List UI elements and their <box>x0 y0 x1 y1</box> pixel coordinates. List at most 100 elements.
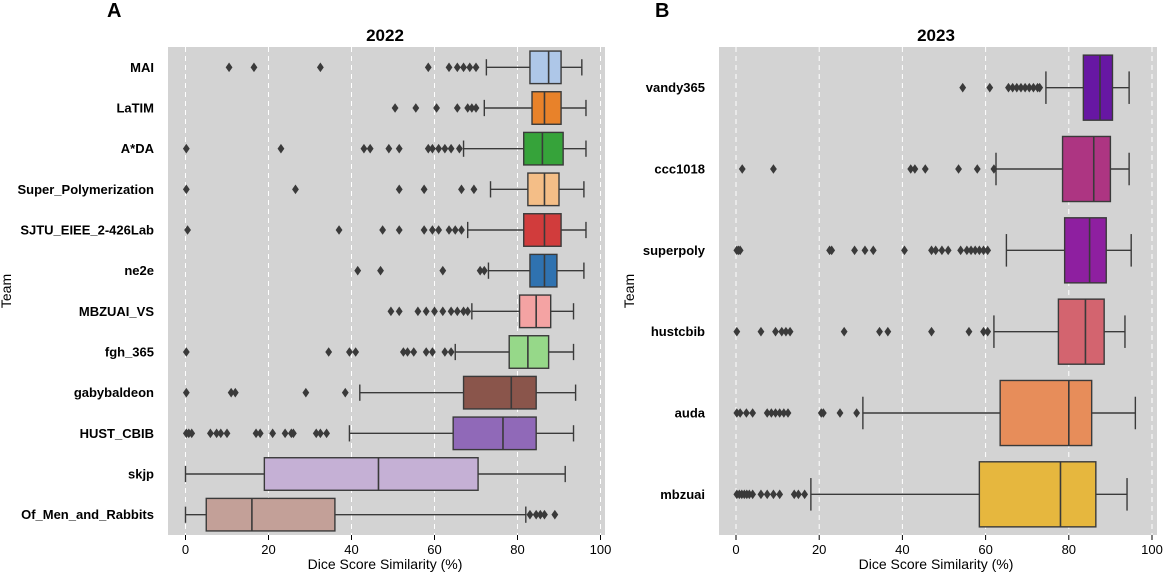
outlier-point <box>377 265 384 276</box>
team-label-fgh-365: fgh_365 <box>105 345 154 360</box>
team-label-mbzuai-vs: MBZUAI_VS <box>79 304 154 319</box>
box-hust-cbib <box>182 416 575 451</box>
outlier-point <box>938 245 946 256</box>
x-tick-label-0: 0 <box>182 542 189 557</box>
outlier-point <box>453 62 461 73</box>
outlier-point <box>965 326 973 337</box>
outlier-point <box>424 143 432 154</box>
iqr-box <box>205 497 336 532</box>
outlier-point <box>869 245 877 256</box>
outlier-point <box>1021 82 1029 93</box>
outlier-point <box>316 62 324 73</box>
iqr-box <box>978 461 1097 528</box>
outlier-point <box>472 62 480 73</box>
outlier-point <box>776 408 784 418</box>
outlier-point <box>921 164 929 174</box>
team-label-hust-cbib: HUST_CBIB <box>80 426 154 441</box>
outlier-point <box>433 103 440 113</box>
outlier-point <box>447 143 455 154</box>
x-tick-label-100: 100 <box>590 542 612 557</box>
outlier-point <box>464 103 472 113</box>
outlier-point <box>277 143 285 154</box>
outlier-point <box>901 245 908 256</box>
outlier-point <box>395 306 403 317</box>
outlier-point <box>980 326 987 337</box>
iqr-box <box>523 213 562 247</box>
outlier-point <box>391 103 399 113</box>
outlier-point <box>424 62 432 73</box>
team-label-sjtu-eiee-2-426lab: SJTU_EIEE_2-426Lab <box>20 223 154 238</box>
outlier-point <box>801 489 809 500</box>
outlier-point <box>973 164 981 174</box>
outlier-point <box>772 408 779 418</box>
outlier-point <box>385 143 393 154</box>
iqr-box <box>1057 298 1105 365</box>
outlier-point <box>429 347 436 357</box>
box-mbzuai-vs <box>387 294 575 329</box>
team-label-mbzuai: mbzuai <box>660 487 705 502</box>
team-label-ccc1018: ccc1018 <box>654 162 705 177</box>
outlier-point <box>928 245 935 256</box>
outlier-point <box>182 143 190 154</box>
outlier-point <box>422 347 430 357</box>
outlier-point <box>453 306 461 317</box>
outlier-point <box>778 326 786 337</box>
box-super-polymerization <box>182 172 585 207</box>
outlier-point <box>352 347 360 357</box>
outlier-point <box>828 245 836 256</box>
outlier-point <box>445 62 453 73</box>
outlier-point <box>780 408 788 418</box>
outlier-point <box>1036 82 1044 93</box>
outlier-point <box>944 245 952 256</box>
outlier-point <box>188 428 196 439</box>
outlier-point <box>360 143 368 154</box>
outlier-point <box>776 489 784 500</box>
outlier-point <box>876 326 883 337</box>
outlier-point <box>1030 82 1037 93</box>
outlier-point <box>733 326 741 337</box>
panel-a-team-labels: MAI LaTIM A*DA Super_Polymerization SJTU_EIE… <box>17 60 154 522</box>
outlier-point <box>980 245 987 256</box>
iqr-box <box>1082 54 1114 121</box>
iqr-box <box>529 253 558 288</box>
x-tick-label-20: 20 <box>812 542 826 557</box>
outlier-point <box>429 225 436 235</box>
outlier-point <box>884 326 892 337</box>
outlier-point <box>445 225 453 235</box>
outlier-point <box>1013 82 1021 93</box>
outlier-point <box>335 225 343 235</box>
outlier-point <box>468 103 476 113</box>
team-label-gabybaldeon: gabybaldeon <box>74 385 154 400</box>
outlier-point <box>182 387 190 398</box>
outlier-point <box>325 347 333 357</box>
outlier-point <box>784 408 792 418</box>
outlier-point <box>412 103 420 113</box>
outlier-point <box>736 245 744 256</box>
outlier-point <box>738 164 746 174</box>
team-label-latim: LaTIM <box>116 101 154 116</box>
outlier-point <box>1025 82 1033 93</box>
iqr-box <box>1061 135 1112 203</box>
iqr-box <box>999 379 1093 447</box>
outlier-point <box>1005 82 1012 93</box>
team-label-a-da: A*DA <box>121 141 155 156</box>
iqr-box <box>452 416 537 451</box>
panel-b-boxes <box>733 54 1137 528</box>
iqr-box <box>518 294 552 329</box>
outlier-point <box>441 347 449 357</box>
outlier-point <box>963 245 971 256</box>
outlier-point <box>986 82 994 93</box>
outlier-point <box>990 164 998 174</box>
outlier-point <box>861 245 869 256</box>
outlier-point <box>782 326 790 337</box>
outlier-point <box>302 387 310 398</box>
outlier-point <box>312 428 320 439</box>
iqr-box <box>531 91 562 125</box>
outlier-point <box>757 489 765 500</box>
outlier-point <box>772 326 779 337</box>
panel-b-team-labels: vandy365 ccc1018 superpoly hustcbib auda mbzu… <box>643 80 706 502</box>
x-tick-label-60: 60 <box>427 542 441 557</box>
box-auda <box>733 379 1137 447</box>
outlier-point <box>984 245 992 256</box>
